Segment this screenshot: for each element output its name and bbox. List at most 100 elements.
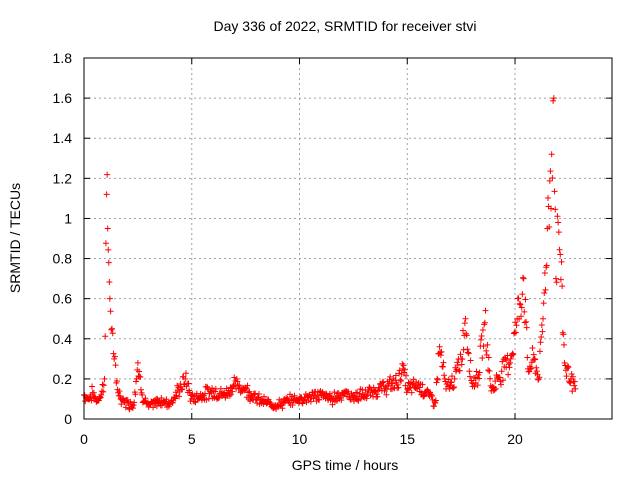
data-point (522, 296, 529, 303)
data-point (98, 391, 105, 398)
data-point (477, 336, 484, 343)
data-point (563, 373, 570, 380)
data-point (142, 395, 149, 402)
data-point (448, 379, 455, 386)
data-point (395, 384, 402, 391)
data-point (158, 394, 165, 401)
data-point (485, 354, 492, 361)
data-point (521, 319, 528, 326)
data-point (544, 194, 551, 201)
data-point (513, 322, 520, 329)
data-point (217, 385, 224, 392)
data-point (496, 374, 503, 381)
data-point (565, 364, 572, 371)
data-point (521, 308, 528, 315)
data-point (572, 385, 579, 392)
data-point (182, 370, 189, 377)
data-point (305, 397, 312, 404)
data-point (131, 399, 138, 406)
data-point (108, 326, 115, 333)
data-point (523, 324, 530, 331)
data-point (246, 388, 253, 395)
data-point (172, 395, 179, 402)
data-point (340, 392, 347, 399)
data-point (460, 346, 467, 353)
x-axis-label: GPS time / hours (292, 457, 399, 473)
data-point (137, 374, 144, 381)
y-tick-label: 0.8 (53, 251, 73, 267)
data-point (532, 356, 539, 363)
data-point (537, 339, 544, 346)
data-point (245, 389, 252, 396)
data-point (436, 343, 443, 350)
data-point (234, 378, 241, 385)
data-point (453, 366, 460, 373)
data-point (505, 361, 512, 368)
data-point (216, 394, 223, 401)
data-point (134, 359, 141, 366)
data-point (479, 327, 486, 334)
data-point (463, 332, 470, 339)
data-point (465, 349, 472, 356)
data-point (439, 363, 446, 370)
data-point (527, 366, 534, 373)
data-point (476, 369, 483, 376)
data-point (408, 389, 415, 396)
data-point (546, 177, 553, 184)
data-point (456, 367, 463, 374)
data-point (289, 402, 296, 408)
data-point (524, 354, 531, 361)
data-point (316, 396, 323, 403)
data-point (550, 97, 557, 104)
chart-title: Day 336 of 2022, SRMTID for receiver stv… (214, 18, 477, 34)
data-point (244, 382, 251, 389)
data-point (450, 385, 457, 392)
data-point (372, 388, 379, 395)
data-point (507, 355, 514, 362)
data-point (430, 403, 437, 410)
data-point (535, 376, 542, 383)
data-point (203, 383, 210, 390)
data-point (400, 362, 407, 369)
data-point (107, 308, 114, 315)
data-point (485, 367, 492, 374)
data-point (569, 388, 576, 395)
data-point (406, 385, 413, 392)
data-point (299, 400, 306, 407)
data-point (111, 353, 118, 360)
data-point (112, 362, 119, 369)
data-point (330, 395, 337, 402)
data-point (533, 364, 540, 371)
data-point (564, 363, 571, 370)
y-tick-label: 0.2 (53, 371, 73, 387)
data-point (236, 382, 243, 389)
data-point (139, 391, 146, 398)
data-point (396, 367, 403, 374)
data-point (383, 391, 390, 398)
data-point (379, 379, 386, 386)
data-point (423, 387, 430, 394)
data-point (137, 386, 144, 393)
data-layer (81, 95, 579, 413)
data-point (517, 301, 524, 308)
data-point (370, 384, 377, 391)
data-point (117, 392, 124, 399)
data-point (228, 391, 235, 398)
data-point (540, 315, 547, 322)
data-point (548, 151, 555, 158)
data-point (548, 205, 555, 212)
y-axis-label: SRMTID / TECUs (7, 183, 23, 293)
x-tick-label: 10 (292, 431, 308, 447)
data-point (127, 398, 134, 405)
data-point (102, 240, 109, 247)
data-point (434, 376, 441, 383)
data-point (454, 362, 461, 369)
data-point (99, 381, 106, 388)
data-point (438, 348, 445, 355)
y-tick-label: 0.6 (53, 291, 73, 307)
data-point (498, 368, 505, 375)
data-point (519, 291, 526, 298)
data-point (176, 393, 183, 400)
data-point (560, 341, 567, 348)
